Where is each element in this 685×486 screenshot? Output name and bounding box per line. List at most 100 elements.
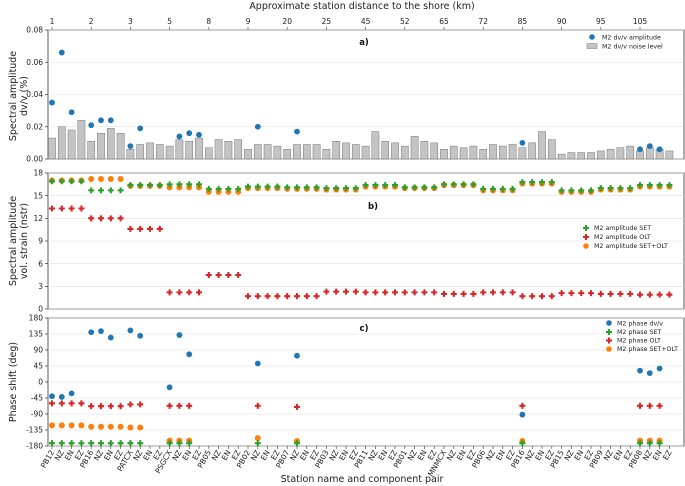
set-olt-amplitude-point — [205, 188, 212, 195]
set-amplitude-point — [352, 185, 359, 192]
set-amplitude-point — [362, 182, 369, 189]
olt-amplitude-point — [107, 215, 114, 222]
set-olt-amplitude-point — [225, 188, 232, 195]
olt-amplitude-point — [294, 293, 300, 300]
set-amplitude-point — [509, 185, 516, 192]
top-tick-label: 5 — [167, 17, 172, 26]
noise-bar — [361, 145, 370, 160]
olt-phase-point — [646, 402, 653, 409]
olt-amplitude-point — [499, 289, 506, 296]
legend-phase-set-plus — [606, 329, 612, 335]
set-amplitude-point — [637, 182, 643, 189]
component-label: EN — [455, 449, 468, 462]
dvv-amplitude-point — [294, 128, 300, 135]
panel-b-ylabel-line1: Spectral amplitude — [8, 196, 19, 286]
x-axis-component-labels: PB12NZENEZPB16NZENEZPATCXNZENEZPSGCXNZEN… — [39, 446, 674, 478]
ytick-label: 0 — [38, 378, 43, 387]
set-phase-point — [176, 440, 183, 447]
noise-bar — [381, 141, 390, 160]
olt-amplitude-point — [421, 289, 428, 296]
dvv-amplitude-point — [58, 49, 65, 56]
set-phase-point — [294, 440, 300, 447]
set-amplitude-point — [117, 187, 124, 194]
component-label: EZ — [582, 449, 595, 462]
component-label: EZ — [661, 449, 674, 462]
component-label: EZ — [504, 449, 517, 462]
set-phase-point — [107, 440, 114, 447]
panel-c-legend: M2 phase dv/v M2 phase SET M2 phase OLT … — [606, 320, 678, 353]
legend-phase-set: M2 phase SET — [617, 329, 661, 336]
ytick-label: 9 — [38, 237, 43, 246]
olt-amplitude-point — [460, 290, 467, 297]
noise-bar — [351, 144, 360, 160]
set-amplitude-point — [588, 187, 594, 194]
top-axis-label: Approximate station distance to the shor… — [249, 1, 474, 12]
panel-b-ylabel-line2: vol. strain (nstr) — [19, 203, 30, 279]
dvv-amplitude-point — [107, 117, 114, 124]
set-phase-point — [49, 440, 55, 447]
dvv-phase-point — [519, 411, 526, 418]
set-phase-point — [58, 440, 65, 447]
noise-bar — [508, 144, 517, 160]
dvv-phase-point — [58, 394, 65, 400]
olt-amplitude-point — [137, 225, 144, 232]
noise-bar — [371, 131, 380, 160]
ytick-label: 12 — [33, 214, 43, 223]
noise-bar — [322, 149, 331, 160]
olt-amplitude-point — [49, 205, 55, 212]
top-tick-label: 9 — [246, 17, 251, 26]
set-amplitude-point — [284, 184, 291, 191]
ytick-label: 3 — [38, 282, 43, 291]
panel-a-ylabel-line1: Spectral amplitude — [8, 51, 19, 141]
set-amplitude-point — [205, 185, 212, 192]
component-label: EZ — [347, 449, 360, 462]
olt-amplitude-point — [254, 293, 261, 300]
component-label: EZ — [426, 449, 439, 462]
set-amplitude-point — [333, 185, 340, 192]
olt-amplitude-point — [529, 293, 536, 300]
legend-amplitude-olt: M2 amplitude OLT — [594, 234, 651, 241]
legend-dvv-amplitude: M2 dv/v amplitude — [602, 35, 661, 42]
set-amplitude-point — [225, 185, 232, 192]
noise-bar — [518, 147, 527, 160]
olt-amplitude-point — [284, 293, 291, 300]
olt-phase-point — [294, 403, 300, 410]
olt-amplitude-point — [352, 288, 359, 295]
set-phase-point — [78, 440, 85, 447]
olt-amplitude-point — [303, 293, 310, 300]
set-amplitude-point — [558, 187, 565, 194]
set-amplitude-point — [274, 183, 281, 190]
legend-olt-plus — [583, 234, 589, 240]
set-olt-phase-point — [78, 422, 85, 429]
noise-bar — [175, 139, 184, 160]
panel-a: 0.00 0.02 0.04 0.06 0.08 a) M2 dv/v amplitud… — [8, 26, 685, 164]
noise-bar — [400, 145, 409, 160]
set-phase-point — [68, 440, 75, 447]
set-amplitude-point — [323, 185, 330, 192]
noise-bar — [57, 126, 66, 160]
olt-phase-point — [519, 402, 526, 409]
set-olt-phase-point — [88, 423, 95, 430]
component-label: EN — [572, 449, 585, 462]
olt-phase-point — [254, 402, 261, 409]
component-label: EZ — [622, 449, 635, 462]
set-amplitude-point — [235, 185, 242, 192]
ytick-label: 0.02 — [26, 122, 43, 131]
legend-amplitude-set-olt: M2 amplitude SET+OLT — [594, 243, 668, 250]
noise-bar — [106, 128, 115, 160]
panel-c-grid — [48, 317, 684, 447]
noise-bar — [440, 149, 448, 160]
dvv-amplitude-point — [98, 117, 104, 124]
dvv-amplitude-point — [254, 123, 261, 130]
set-amplitude-point — [166, 181, 173, 188]
set-olt-phase-point — [68, 422, 75, 429]
dvv-phase-point — [646, 370, 653, 377]
ytick-label: 135 — [29, 330, 44, 339]
ytick-label: 18 — [33, 169, 43, 178]
olt-amplitude-point — [490, 289, 496, 296]
noise-bar — [214, 139, 223, 160]
legend-phase-set-olt-marker — [606, 346, 612, 352]
noise-bar — [146, 142, 154, 160]
olt-phase-point — [656, 402, 663, 409]
ytick-label: 0.06 — [26, 58, 43, 67]
